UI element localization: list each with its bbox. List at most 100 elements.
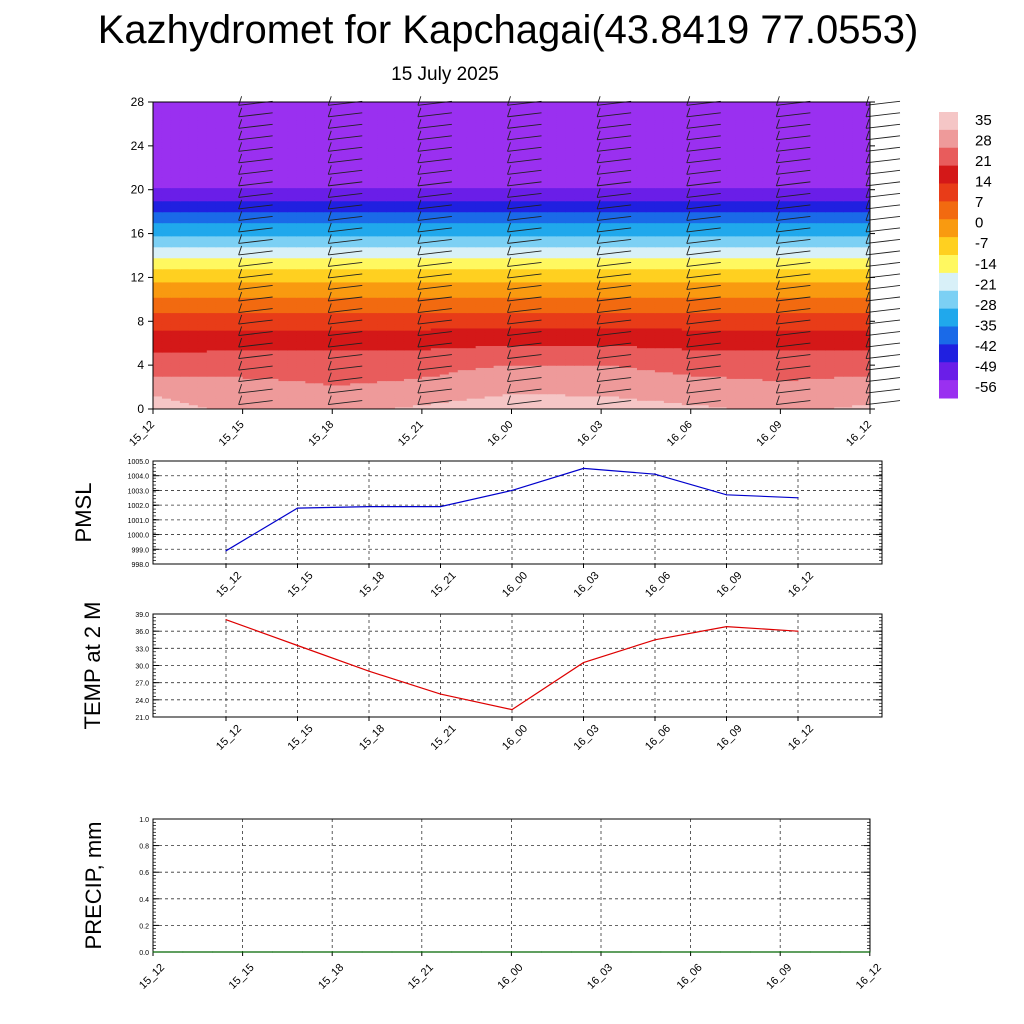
temperature-cell (529, 371, 539, 375)
temperature-cell (852, 369, 862, 373)
temperature-cell (502, 400, 513, 404)
temperature-cell (278, 356, 289, 360)
temperature-cell (153, 402, 163, 406)
temperature-cell (161, 384, 172, 388)
temperature-cell (619, 391, 629, 395)
temperature-cell (359, 376, 369, 379)
temperature-cell (260, 356, 271, 360)
temperature-cell (377, 358, 387, 362)
temperature-cell (278, 406, 289, 409)
temperature-cell (852, 406, 862, 409)
temperature-cell (403, 367, 414, 371)
temperature-cell (717, 378, 728, 382)
temperature-cell (188, 398, 199, 401)
temperature-cell (520, 367, 531, 371)
temperature-cell (368, 391, 378, 395)
temperature-cell (439, 406, 450, 409)
temperature-cell (394, 380, 405, 384)
temperature-cell (529, 351, 539, 355)
temperature-cell (529, 362, 539, 366)
temperature-cell (798, 406, 808, 409)
temperature-cell (197, 354, 208, 357)
temperature-cell (538, 360, 548, 364)
temperature-cell (636, 393, 647, 397)
temperature-cell (386, 378, 396, 382)
temperature-cell (368, 389, 378, 393)
temperature-cell (547, 369, 557, 373)
temperature-cell (744, 380, 755, 384)
temperature-cell (215, 406, 226, 409)
temperature-cell (574, 369, 584, 373)
temperature-cell (161, 406, 172, 409)
temperature-cell (520, 406, 531, 409)
temperature-cell (332, 398, 342, 401)
temperature-cell (663, 373, 674, 377)
temperature-cell (215, 360, 226, 364)
temperature-cell (278, 365, 289, 368)
temperature-cell (690, 376, 701, 379)
temperature-cell (161, 389, 172, 393)
temperature-cell (197, 391, 208, 395)
temperature-cell (377, 369, 387, 373)
temperature-cell (771, 406, 781, 409)
temperature-cell (843, 382, 853, 386)
temperature-cell (421, 393, 432, 397)
temperature-cell (681, 389, 692, 393)
temperature-cell (556, 356, 566, 360)
temperature-cell (610, 393, 620, 397)
temperature-cell (296, 367, 306, 371)
temperature-cell (789, 393, 799, 397)
temperature-cell (753, 393, 764, 397)
temperature-cell (681, 384, 692, 388)
temperature-cell (386, 398, 396, 401)
temperature-cell (466, 369, 477, 373)
temperature-cell (654, 395, 665, 399)
temperature-cell (663, 356, 674, 360)
temperature-cell (520, 369, 531, 373)
temperature-cell (502, 369, 513, 373)
temperature-cell (224, 358, 235, 362)
temperature-cell (601, 387, 611, 390)
temperature-cell (699, 358, 710, 362)
temperature-cell (502, 351, 513, 355)
temperature-cell (726, 382, 737, 386)
temperature-cell (260, 358, 271, 362)
temperature-cell (314, 382, 324, 386)
temperature-cell (314, 398, 324, 401)
temperature-cell (690, 387, 701, 390)
temperature-cell (807, 384, 817, 388)
temperature-cell (386, 406, 396, 409)
temperature-cell (574, 400, 584, 404)
temperature-cell (556, 402, 566, 406)
temperature-cell (681, 369, 692, 373)
temperature-cell (341, 354, 351, 357)
temperature-cell (601, 389, 611, 393)
temperature-cell (735, 351, 746, 355)
temperature-cell (645, 398, 656, 401)
temperature-cell (565, 356, 575, 360)
temperature-cell (726, 400, 737, 404)
temperature-cell (520, 351, 531, 355)
temperature-cell (161, 404, 172, 408)
temperature-cell (269, 367, 280, 371)
temperature-cell (305, 391, 315, 395)
temperature-cell (153, 362, 163, 366)
temperature-cell (628, 384, 638, 388)
temperature-cell (260, 398, 271, 401)
temperature-cell (475, 351, 486, 355)
temperature-cell (753, 389, 764, 393)
temperature-cell (323, 395, 333, 399)
temperature-cell (466, 400, 477, 404)
temperature-cell (645, 387, 656, 390)
temperature-cell (296, 362, 306, 366)
temperature-cell (224, 404, 235, 408)
temperature-cell (628, 371, 638, 375)
temperature-cell (610, 400, 620, 404)
temperature-cell (807, 356, 817, 360)
temperature-cell (179, 402, 190, 406)
temperature-cell (269, 384, 280, 388)
temperature-cell (170, 351, 181, 355)
temperature-cell (807, 402, 817, 406)
temperature-cell (843, 406, 853, 409)
temperature-cell (780, 400, 790, 404)
